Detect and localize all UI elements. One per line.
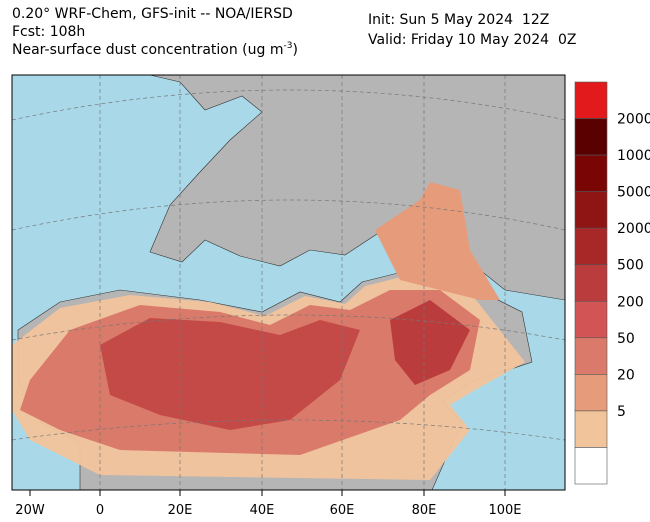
- legend-label: 2000: [617, 221, 650, 237]
- header-variable-text: Near-surface dust concentration (ug m: [12, 42, 283, 58]
- lon-label: 20W: [15, 503, 45, 518]
- map: [11, 74, 566, 491]
- lon-label: 60E: [330, 503, 355, 518]
- legend-swatch: [574, 410, 608, 448]
- header-init: Init: Sun 5 May 2024 12Z: [368, 12, 549, 28]
- legend-label: 50: [617, 331, 635, 347]
- legend-swatch: [574, 118, 608, 156]
- graticule: [12, 75, 565, 490]
- lon-label: 0: [96, 503, 104, 518]
- lon-label: 20E: [168, 503, 193, 518]
- legend-swatch: [574, 447, 608, 485]
- legend-swatch: [574, 374, 608, 412]
- header-variable: Near-surface dust concentration (ug m-3): [12, 41, 298, 58]
- legend-swatch: [574, 191, 608, 229]
- legend-swatch: [574, 154, 608, 192]
- legend-label: 2000: [617, 112, 650, 128]
- legend-label: 5: [617, 404, 626, 420]
- lon-label: 80E: [412, 503, 437, 518]
- lon-label: 40E: [250, 503, 275, 518]
- legend-swatch: [574, 300, 608, 339]
- header-forecast: Fcst: 108h: [12, 24, 85, 40]
- header-valid: Valid: Friday 10 May 2024 0Z: [368, 32, 576, 48]
- header-title: 0.20° WRF-Chem, GFS-init -- NOA/IERSD: [12, 6, 293, 22]
- legend-swatch: [574, 227, 608, 266]
- lon-label: 100E: [488, 503, 521, 518]
- dust-light-asia: [375, 182, 500, 300]
- legend-swatch: [574, 81, 608, 119]
- legend-label: 500: [617, 258, 644, 274]
- dust-strong-arabia: [390, 300, 470, 385]
- legend-label: 20: [617, 367, 635, 383]
- header-variable-end: ): [292, 42, 297, 58]
- legend-label: 5000: [617, 185, 650, 201]
- dust-strong: [100, 318, 360, 430]
- legend-swatch: [574, 264, 608, 302]
- legend-label: 200: [617, 294, 644, 310]
- legend-swatch: [574, 337, 608, 375]
- header-variable-sup: -3: [283, 41, 292, 51]
- legend-label: 1000: [617, 148, 650, 164]
- map-frame: [11, 74, 566, 491]
